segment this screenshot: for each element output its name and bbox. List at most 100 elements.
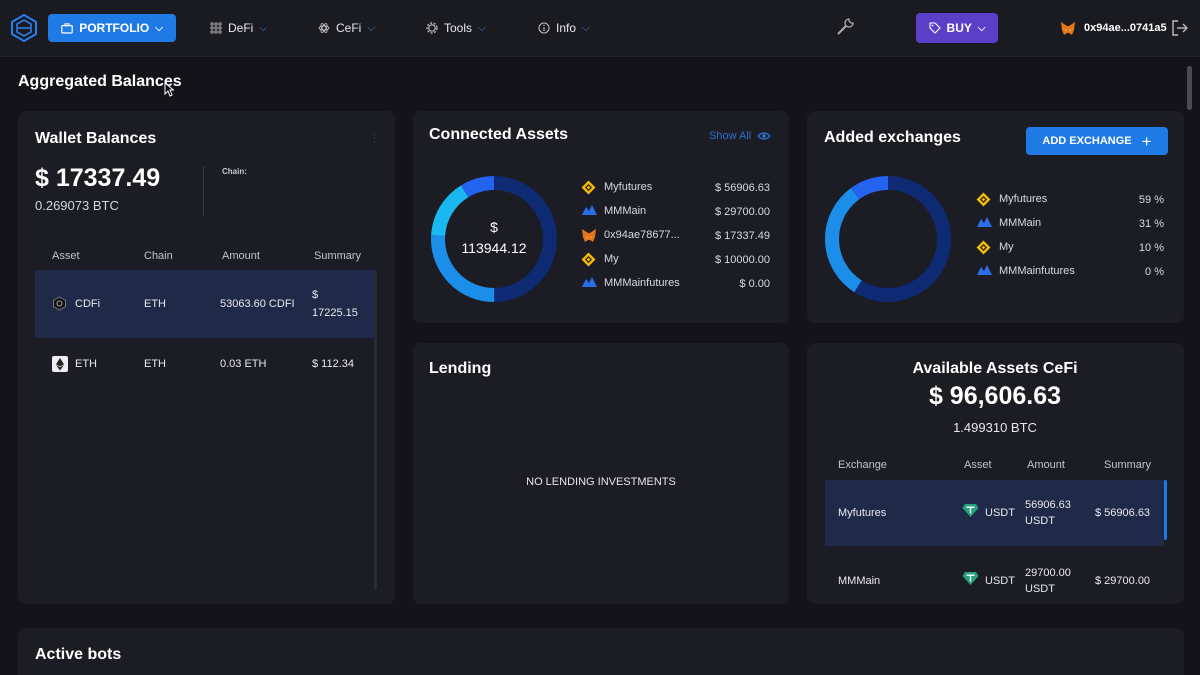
add-exchange-label: ADD EXCHANGE <box>1042 135 1132 147</box>
summary-value: $ 56906.63 <box>1095 507 1151 519</box>
ethereum-icon <box>52 356 68 372</box>
legend-item-value: 31 % <box>1138 218 1164 230</box>
legend-item: 0x94ae78677... $ 17337.49 <box>581 228 770 244</box>
legend-item-value: $ 10000.00 <box>714 254 770 266</box>
table-row[interactable]: Myfutures USDT 56906.63 USDT $ 56906.63 <box>825 480 1164 546</box>
asset-name: CDFi <box>75 298 101 310</box>
chevron-down-icon: ⌵ <box>259 22 267 34</box>
column-exchange: Exchange <box>838 459 887 471</box>
info-label: Info <box>556 21 577 35</box>
column-summary: Summary <box>1104 459 1152 471</box>
buy-button[interactable]: BUY ⌵ <box>916 13 998 43</box>
chevron-down-icon: ⌵ <box>478 22 486 34</box>
donut-slice <box>825 188 862 293</box>
asset-name: USDT <box>985 575 1015 587</box>
wallet-total-btc: 0.269073 BTC <box>35 198 119 213</box>
cefi-menu[interactable]: CeFi ⌵ <box>318 14 375 42</box>
defi-menu[interactable]: DeFi ⌵ <box>210 14 267 42</box>
wallet-balances-title: Wallet Balances <box>35 130 157 147</box>
legend-item: My 10 % <box>976 240 1164 256</box>
amount-value: 56906.63 <box>1025 499 1071 511</box>
plus-icon: + <box>1141 131 1152 151</box>
legend-item-name: 0x94ae78677... <box>604 229 680 241</box>
cloud-icon <box>976 264 992 279</box>
portfolio-menu-button[interactable]: PORTFOLIO ⌵ <box>48 14 176 42</box>
metamask-icon <box>1061 21 1075 35</box>
add-exchange-button[interactable]: ADD EXCHANGE + <box>1026 127 1168 155</box>
table-scrollbar[interactable] <box>374 270 377 590</box>
divider <box>203 166 204 216</box>
amount-unit: USDT <box>1025 515 1055 527</box>
column-asset: Asset <box>52 250 80 262</box>
table-scrollbar[interactable] <box>1164 480 1167 540</box>
amount-value: 29700.00 <box>1025 567 1071 579</box>
tether-icon <box>962 504 979 517</box>
info-icon <box>538 22 550 34</box>
asset-name: USDT <box>985 507 1015 519</box>
donut-slice <box>460 176 495 198</box>
chain-value: ETH <box>144 298 166 310</box>
logout-icon[interactable] <box>1170 18 1190 38</box>
legend-item-value: $ 56906.63 <box>714 182 770 194</box>
chain-label: Chain: <box>222 167 247 176</box>
connected-assets-title: Connected Assets <box>429 126 568 143</box>
cloud-icon <box>581 204 597 219</box>
tether-icon <box>962 572 979 585</box>
legend-item: MMMainfutures 0 % <box>976 264 1164 280</box>
table-row[interactable]: MMMain USDT 29700.00 USDT $ 29700.00 <box>825 546 1164 604</box>
summary-value: $ 29700.00 <box>1095 575 1151 587</box>
binance-icon <box>976 192 991 207</box>
wallet-total-usd: $ 17337.49 <box>35 164 161 192</box>
wallet-account[interactable]: 0x94ae...0741a5 <box>1060 18 1167 38</box>
wallet-address: 0x94ae...0741a5 <box>1084 22 1167 34</box>
donut-slice <box>850 176 889 200</box>
buy-label: BUY <box>946 21 972 35</box>
active-bots-title: Active bots <box>35 646 122 663</box>
binance-icon <box>581 180 596 195</box>
legend-item-name: My <box>604 253 619 265</box>
tag-icon <box>928 22 941 34</box>
app-logo-icon[interactable] <box>10 14 38 42</box>
column-asset: Asset <box>964 459 992 471</box>
show-all-link[interactable]: Show All <box>709 130 772 142</box>
mouse-cursor-icon <box>164 82 174 97</box>
legend-item-value: 10 % <box>1138 242 1164 254</box>
connected-assets-card: Connected Assets Show All $ 113944.12 My… <box>413 111 789 323</box>
tools-menu[interactable]: Tools ⌵ <box>426 14 486 42</box>
show-all-label: Show All <box>709 130 752 142</box>
legend-item-value: $ 17337.49 <box>714 230 770 242</box>
legend-item-name: MMMain <box>999 217 1042 229</box>
wrench-icon[interactable] <box>834 16 856 38</box>
chain-value: ETH <box>144 358 166 370</box>
grid-dots-icon <box>210 22 222 34</box>
top-navigation-bar: PORTFOLIO ⌵ DeFi ⌵ CeFi ⌵ Too <box>0 0 1200 57</box>
table-row[interactable]: CDFi ETH 53063.60 CDFI $ 17225.15 <box>35 270 374 338</box>
amount-value: 53063.60 CDFI <box>220 298 295 310</box>
amount-unit: USDT <box>1025 583 1055 595</box>
donut-center-currency: $ <box>490 219 498 235</box>
donut-slice <box>854 176 951 302</box>
chevron-down-icon: ⌵ <box>582 22 590 34</box>
exchange-name: MMMain <box>838 575 881 587</box>
table-row[interactable]: ETH ETH 0.03 ETH $ 112.34 <box>35 330 374 398</box>
page-title: Aggregated Balances <box>18 73 182 90</box>
binance-icon <box>976 240 991 255</box>
asset-name: ETH <box>75 358 97 370</box>
column-chain: Chain <box>144 250 173 262</box>
eye-icon <box>757 132 772 140</box>
defi-label: DeFi <box>228 21 254 35</box>
gear-icon <box>426 22 438 34</box>
summary-value: $ <box>312 289 319 301</box>
more-options-icon[interactable]: ... <box>373 127 376 146</box>
donut-center-total: 113944.12 <box>461 240 527 256</box>
chevron-down-icon: ⌵ <box>367 22 375 34</box>
empty-state-text: NO LENDING INVESTMENTS <box>526 476 676 488</box>
donut-slice <box>431 235 495 303</box>
page-scrollbar[interactable] <box>1187 66 1192 110</box>
legend-item-name: MMMain <box>604 205 647 217</box>
added-exchanges-card: Added exchanges ADD EXCHANGE + Myfutures… <box>807 111 1184 323</box>
portfolio-label: PORTFOLIO <box>79 21 150 35</box>
info-menu[interactable]: Info ⌵ <box>538 14 590 42</box>
summary-value: $ 112.34 <box>312 358 355 370</box>
legend-item-name: Myfutures <box>604 181 653 193</box>
